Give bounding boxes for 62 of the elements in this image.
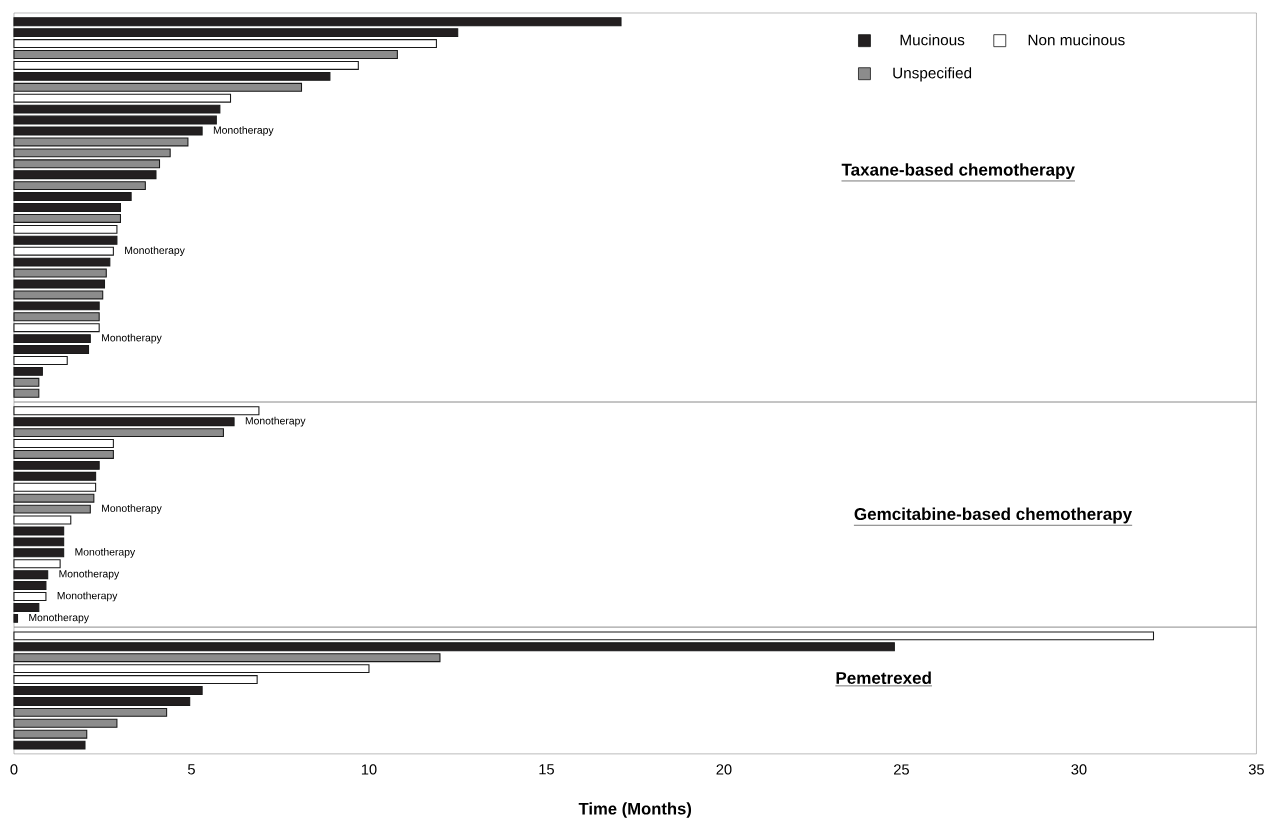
- bar: [13, 246, 114, 256]
- bar: [13, 417, 235, 426]
- bar: [13, 170, 157, 180]
- bar: [13, 570, 49, 579]
- bar: [13, 38, 437, 48]
- x-tick-label: 5: [187, 764, 195, 775]
- bar: [13, 438, 114, 448]
- bar: [13, 642, 895, 652]
- data-label: Monotherapy: [125, 246, 185, 256]
- bar: [13, 323, 100, 333]
- bar: [13, 202, 122, 212]
- bar: [13, 664, 370, 673]
- text: Taxane-based chemotherapy: [841, 163, 1075, 179]
- x-tick-label: 10: [361, 764, 377, 775]
- bar: [13, 460, 100, 470]
- legend-label: Unspecified: [893, 67, 972, 82]
- legend-label: Mucinous: [900, 33, 965, 46]
- data-label: Monotherapy: [213, 126, 274, 136]
- bar: [13, 685, 203, 695]
- bar: [13, 613, 19, 623]
- bar: [13, 696, 191, 706]
- bar: [13, 28, 459, 37]
- bar: [13, 235, 118, 245]
- data-label: Monotherapy: [29, 613, 89, 624]
- data-label: Monotherapy: [102, 333, 162, 344]
- bar: [13, 406, 260, 416]
- bar: [13, 602, 40, 612]
- text: Gemcitabine-based chemotherapy: [854, 507, 1133, 524]
- bar: [13, 191, 132, 201]
- bar: [13, 224, 118, 234]
- data-label: Monotherapy: [75, 547, 136, 558]
- bar: [13, 548, 65, 558]
- data-label: Monotherapy: [245, 416, 306, 427]
- x-tick-label: 30: [1071, 764, 1087, 775]
- bar: [13, 355, 68, 365]
- x-tick-label: 0: [10, 764, 18, 775]
- bar: [13, 301, 100, 311]
- x-tick-label: 20: [716, 764, 732, 775]
- bar: [13, 580, 47, 590]
- x-tick-label: 35: [1248, 764, 1264, 775]
- bar: [13, 471, 97, 481]
- bar: [13, 334, 91, 343]
- bar: [13, 559, 61, 569]
- data-label: Monotherapy: [59, 569, 120, 580]
- bar: [13, 591, 47, 601]
- x-axis-title: Time (Months): [578, 802, 692, 818]
- bar: [13, 60, 359, 70]
- legend-label: Non mucinous: [1028, 33, 1125, 46]
- bar: [13, 366, 43, 376]
- bar: [13, 674, 258, 684]
- data-label: Monotherapy: [57, 591, 118, 602]
- bar: [13, 17, 622, 27]
- bar: [13, 740, 86, 750]
- bar: [13, 344, 90, 354]
- bar: [13, 71, 331, 81]
- bar: [13, 482, 97, 492]
- bar: [13, 93, 232, 103]
- text: Pemetrexed: [836, 671, 931, 684]
- data-label: Monotherapy: [102, 504, 162, 514]
- x-tick-label: 25: [894, 764, 909, 775]
- bar: [13, 631, 1155, 641]
- x-tick-label: 15: [539, 764, 554, 775]
